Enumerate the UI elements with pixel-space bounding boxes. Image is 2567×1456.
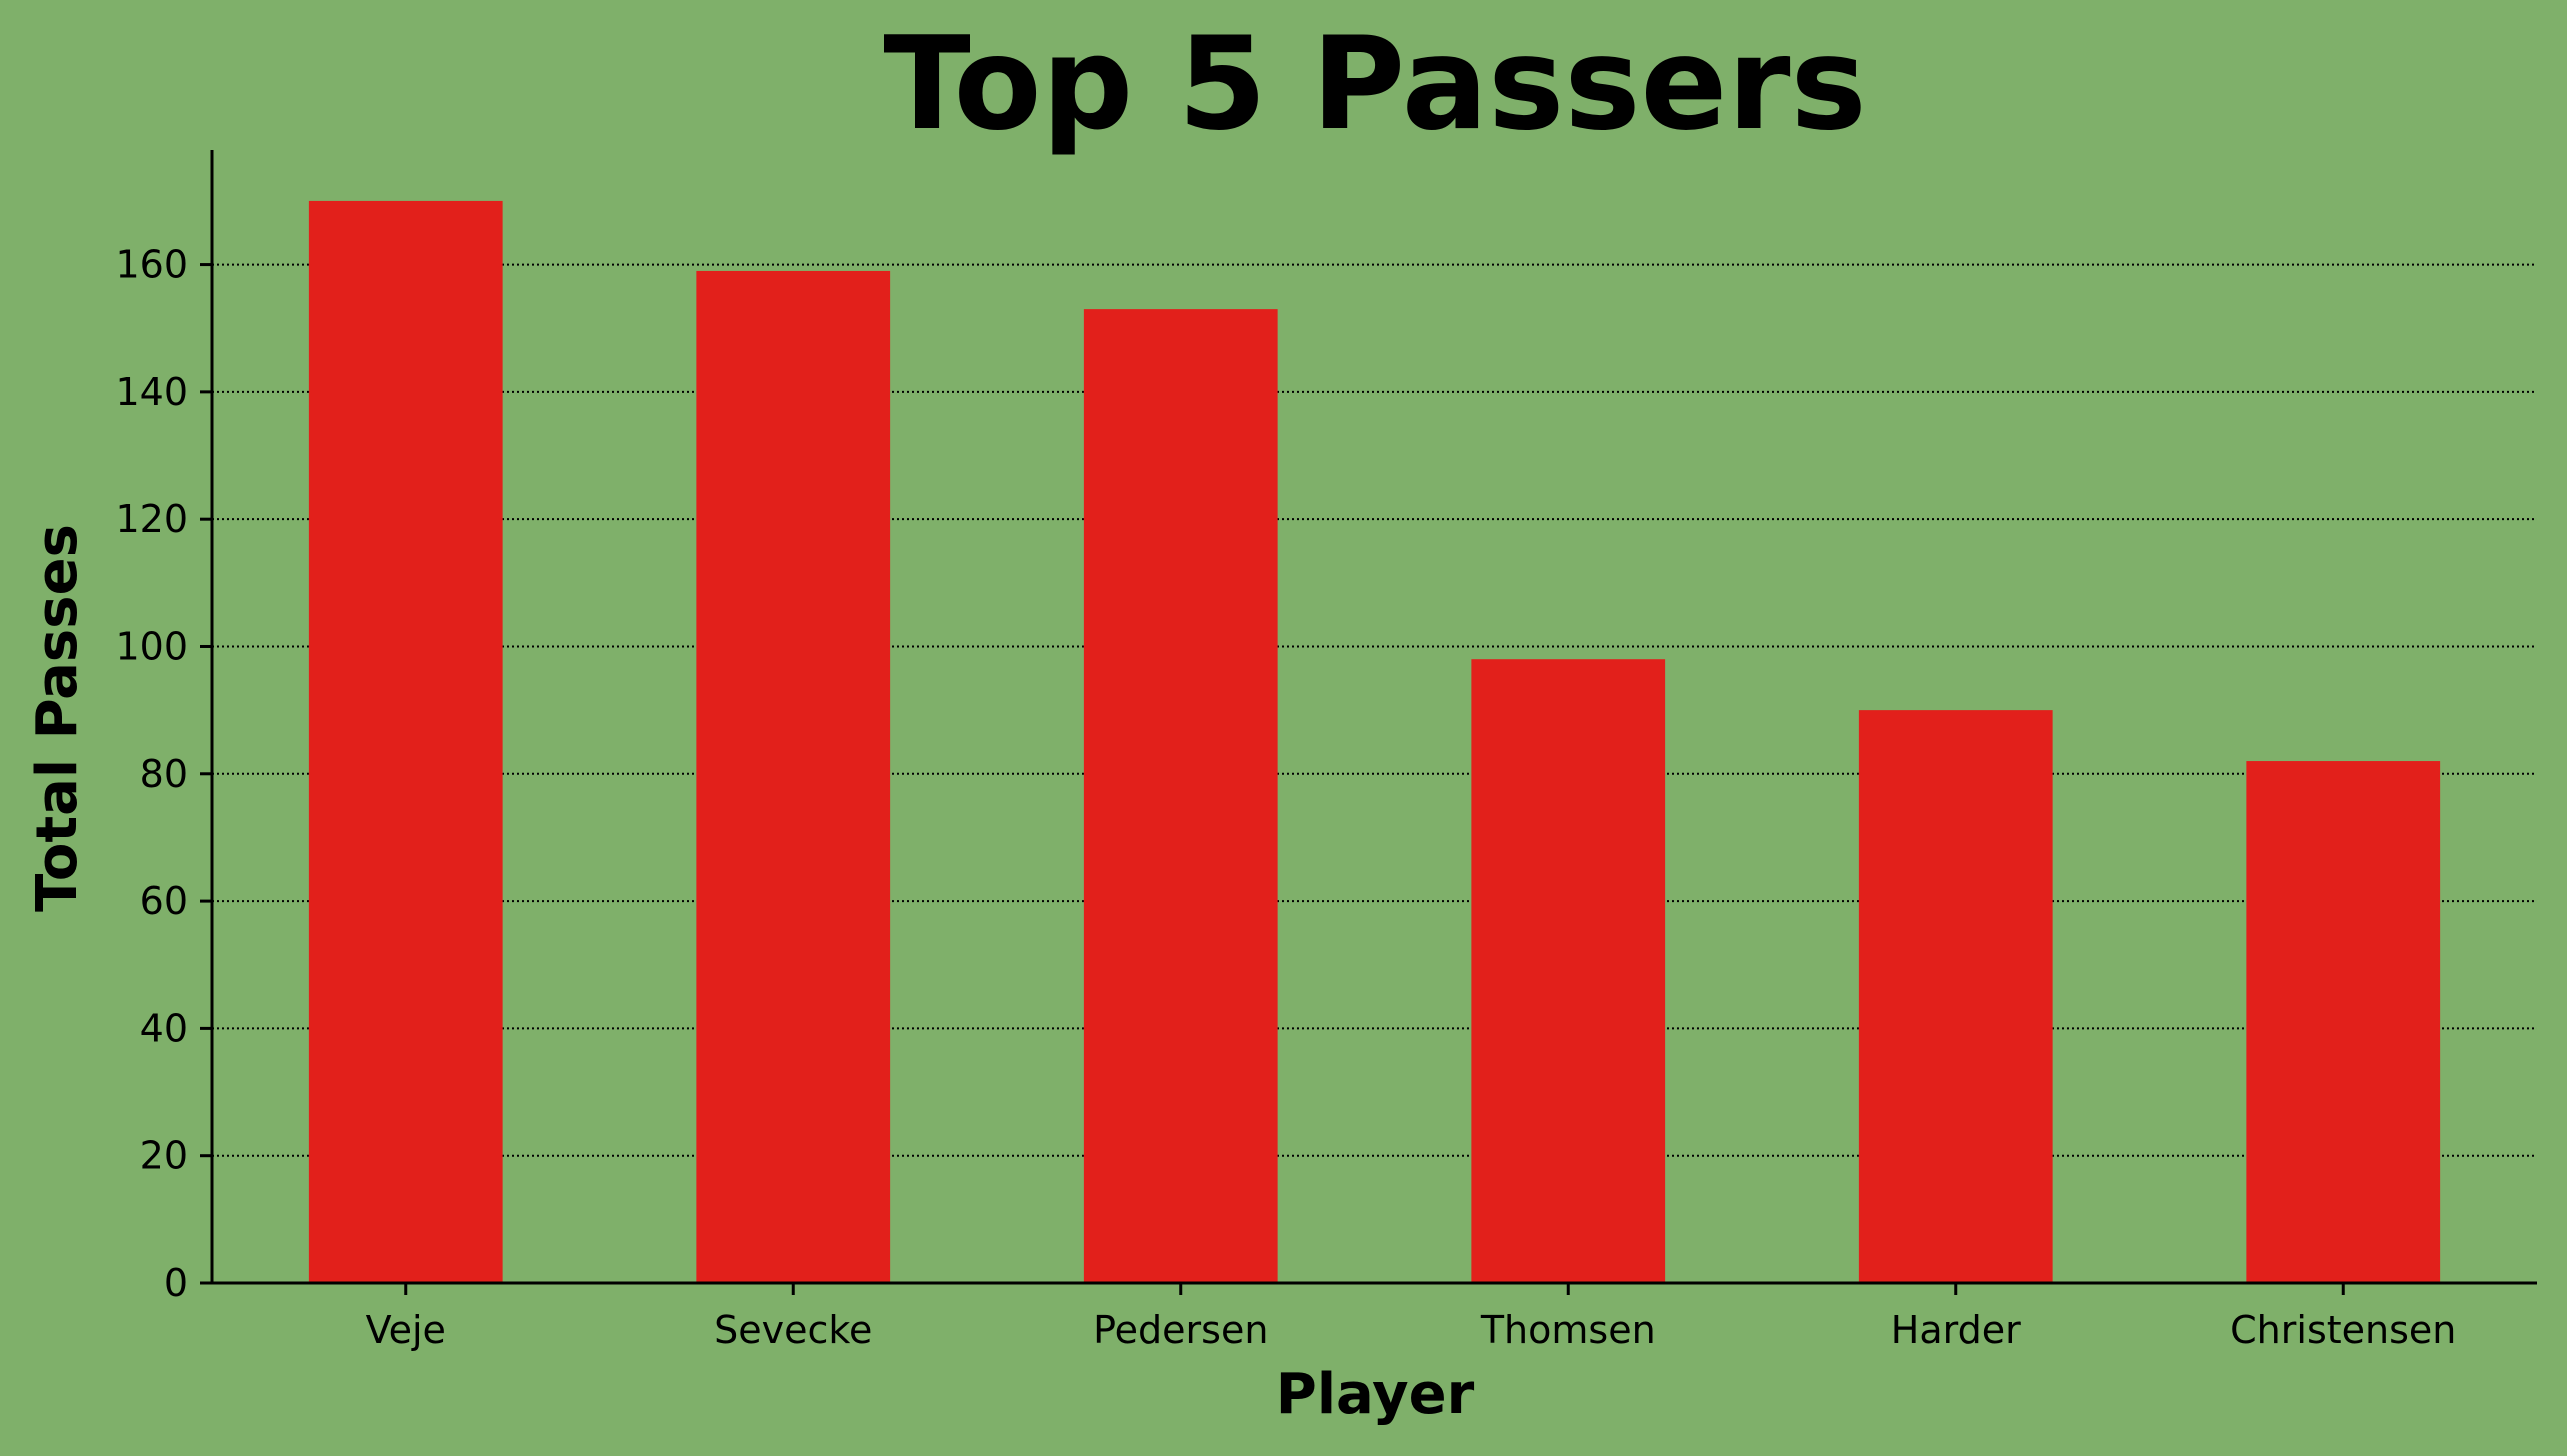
y-tick-label: 80 xyxy=(140,752,188,796)
grid xyxy=(212,263,2537,1157)
bar-sevecke xyxy=(696,270,891,1283)
x-tick-label: Thomsen xyxy=(1480,1308,1656,1352)
bar-pedersen xyxy=(1083,309,1278,1283)
y-tick-label: 20 xyxy=(140,1134,188,1178)
x-tick-label: Christensen xyxy=(2230,1308,2456,1352)
chart-title: Top 5 Passers xyxy=(883,10,1866,159)
x-ticks: Veje Sevecke Pedersen Thomsen Harder Christen… xyxy=(366,1283,2456,1352)
bar-thomsen xyxy=(1471,659,1666,1283)
axes xyxy=(210,150,2537,1285)
x-tick-label: Sevecke xyxy=(714,1308,872,1352)
x-tick-label: Pedersen xyxy=(1093,1308,1268,1352)
bar-christensen xyxy=(2246,761,2441,1283)
y-tick-label: 60 xyxy=(140,879,188,923)
y-tick-label: 160 xyxy=(115,243,188,287)
y-ticks: 0 20 40 60 80 100 120 140 160 xyxy=(115,243,212,1305)
y-tick-label: 40 xyxy=(140,1006,188,1050)
y-tick-label: 0 xyxy=(164,1261,188,1305)
x-tick-label: Harder xyxy=(1891,1308,2021,1352)
y-axis-label: Total Passes xyxy=(25,524,90,912)
bar-harder xyxy=(1858,710,2053,1283)
x-tick-label: Veje xyxy=(366,1308,446,1352)
y-tick-label: 120 xyxy=(115,497,188,541)
x-axis-label: Player xyxy=(1276,1362,1475,1427)
y-tick-label: 140 xyxy=(115,370,188,414)
bar-veje xyxy=(308,200,503,1283)
y-tick-label: 100 xyxy=(115,624,188,668)
bars xyxy=(308,200,2441,1283)
